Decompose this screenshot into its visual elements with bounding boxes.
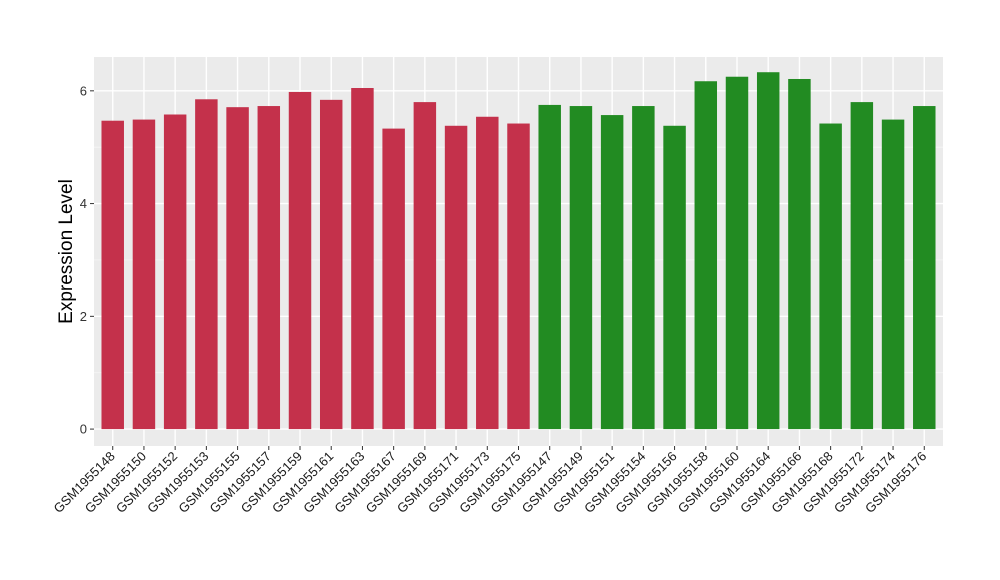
bar-GSM1955152 — [163, 114, 187, 430]
bar-GSM1955150 — [132, 119, 156, 430]
bar-GSM1955164 — [756, 72, 780, 430]
bar-GSM1955148 — [101, 120, 124, 430]
bar-GSM1955175 — [507, 123, 530, 430]
bar-GSM1955156 — [663, 125, 686, 430]
bar-GSM1955160 — [725, 76, 749, 430]
bar-GSM1955168 — [819, 123, 842, 430]
bar-GSM1955149 — [569, 106, 593, 430]
bar-GSM1955176 — [913, 106, 936, 430]
bar-GSM1955159 — [288, 91, 312, 430]
bar-GSM1955167 — [382, 128, 405, 430]
bar-GSM1955163 — [351, 88, 374, 430]
y-axis-title: Expression Level — [56, 179, 77, 324]
y-tick-label: 4 — [80, 196, 87, 211]
bar-GSM1955154 — [632, 106, 655, 430]
bar-GSM1955174 — [881, 119, 905, 430]
bar-GSM1955173 — [476, 116, 499, 430]
bar-GSM1955153 — [195, 99, 218, 430]
bar-GSM1955166 — [788, 78, 811, 430]
bar-GSM1955147 — [538, 104, 561, 430]
bar-GSM1955158 — [694, 81, 718, 430]
bar-GSM1955171 — [444, 125, 468, 430]
bar-GSM1955169 — [413, 102, 437, 430]
bar-GSM1955151 — [600, 115, 624, 430]
bar-GSM1955161 — [319, 99, 343, 430]
bar-GSM1955155 — [226, 107, 249, 430]
bars — [101, 72, 936, 430]
y-tick-label: 6 — [80, 83, 87, 98]
y-tick-label: 0 — [80, 422, 87, 437]
bar-GSM1955172 — [850, 102, 874, 430]
bar-GSM1955157 — [257, 106, 281, 430]
y-tick-label: 2 — [80, 309, 87, 324]
